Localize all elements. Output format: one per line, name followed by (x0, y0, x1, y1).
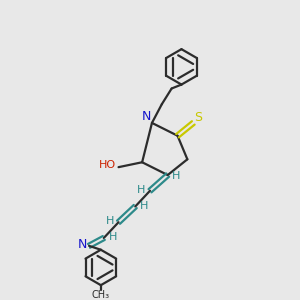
Text: CH₃: CH₃ (92, 290, 110, 300)
Text: H: H (140, 200, 148, 211)
Text: H: H (108, 232, 117, 242)
Text: N: N (78, 238, 87, 251)
Text: N: N (141, 110, 151, 122)
Text: H: H (137, 185, 145, 195)
Text: HO: HO (98, 160, 116, 170)
Text: S: S (194, 112, 202, 124)
Text: H: H (106, 216, 114, 226)
Text: H: H (172, 171, 181, 181)
